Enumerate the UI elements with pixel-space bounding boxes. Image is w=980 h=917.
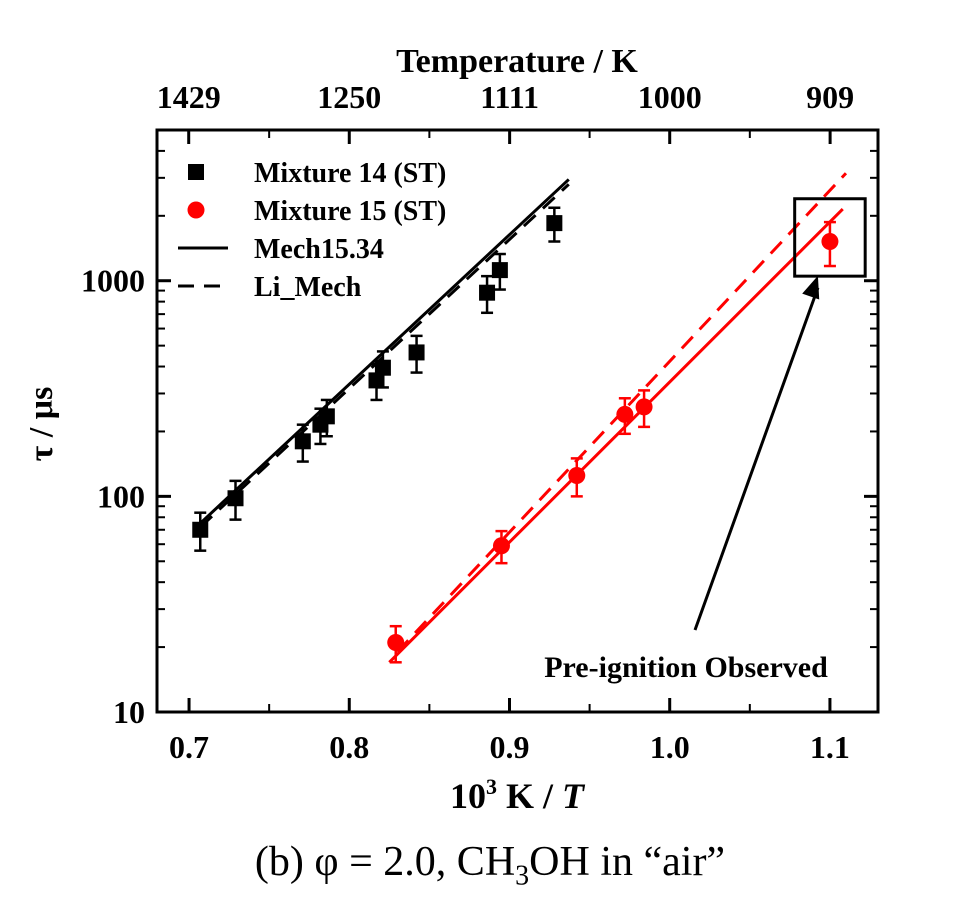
caption-suffix: OH in “air” <box>529 839 726 885</box>
annotation-text: Pre-ignition Observed <box>544 651 828 684</box>
x-axis-title-main: 10 <box>450 776 486 816</box>
data-point-circle <box>616 405 634 423</box>
x-axis-title-rest: K / <box>497 776 562 816</box>
data-point-circle <box>635 398 653 416</box>
x-axis-title-var: T <box>562 776 586 816</box>
top-tick-label: 1429 <box>157 79 221 115</box>
data-point-square <box>318 408 335 425</box>
caption-subscript: 3 <box>515 860 530 892</box>
y-axis-title: τ / μs <box>23 387 60 462</box>
data-point-square <box>294 433 311 450</box>
x-tick-label: 0.7 <box>169 729 209 765</box>
annotation-layer: Pre-ignition Observed <box>544 197 867 684</box>
data-point-square <box>227 490 244 507</box>
x-tick-label: 1.1 <box>810 729 850 765</box>
legend-label: Mixture 14 (ST) <box>254 158 446 189</box>
legend-swatch-circle <box>187 201 205 219</box>
axes: 0.7 0.8 0.9 1.0 1.1 1429 1250 1111 1000 909 10 100 1… <box>81 79 878 765</box>
plot-border <box>155 128 880 714</box>
data-point-circle <box>821 233 839 251</box>
top-tick-label: 909 <box>806 79 854 115</box>
data-point-square <box>192 521 209 538</box>
data-point-square <box>479 284 496 301</box>
series-layer <box>192 172 848 664</box>
series-line-3 <box>199 183 570 529</box>
x-tick-label: 0.8 <box>329 729 369 765</box>
data-point-circle <box>387 634 405 652</box>
plot-frame <box>155 128 880 714</box>
legend-swatch-square <box>188 164 204 180</box>
y-tick-label: 10 <box>113 694 145 730</box>
legend-label: Mech15.34 <box>254 234 384 265</box>
data-point-circle <box>568 466 586 484</box>
data-point-square <box>374 359 391 376</box>
data-point-circle <box>492 537 510 555</box>
x-tick-label: 1.0 <box>650 729 690 765</box>
data-point-square <box>546 215 563 232</box>
y-tick-label: 1000 <box>81 263 145 299</box>
data-point-square <box>408 344 425 361</box>
caption-prefix: (b) φ = 2.0, CH <box>254 839 516 885</box>
top-tick-label: 1111 <box>480 79 539 115</box>
top-axis-title: Temperature / K <box>396 43 638 80</box>
x-axis-title-sup: 3 <box>486 774 497 799</box>
series-line-4 <box>388 207 844 664</box>
legend-label: Li_Mech <box>254 272 362 303</box>
top-tick-label: 1250 <box>317 79 381 115</box>
data-point-square <box>368 372 385 389</box>
y-tick-label: 100 <box>97 478 145 514</box>
top-tick-label: 1000 <box>638 79 702 115</box>
series-line-5 <box>396 172 848 653</box>
x-tick-label: 0.9 <box>489 729 529 765</box>
highlight-box <box>793 197 867 278</box>
figure-caption: (b) φ = 2.0, CH3OH in “air” <box>0 838 980 892</box>
annotation-arrow-shaft <box>693 287 820 631</box>
legend: Mixture 14 (ST) Mixture 15 (ST) Mech15.34 L… <box>178 158 446 303</box>
legend-label: Mixture 15 (ST) <box>254 196 446 227</box>
data-point-square <box>491 262 508 279</box>
x-axis-title: 103 K / T <box>450 774 586 816</box>
annotation-arrow-head <box>802 275 820 300</box>
